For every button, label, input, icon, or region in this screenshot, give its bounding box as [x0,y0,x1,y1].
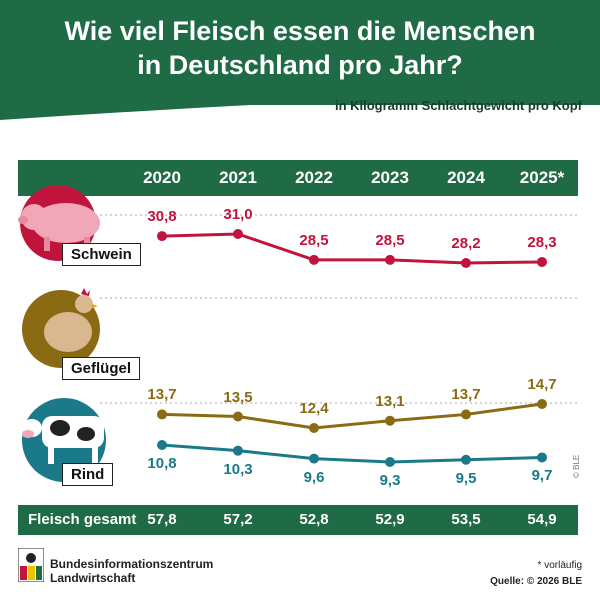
data-point [461,409,471,420]
total-value: 53,5 [451,511,481,528]
footer-source: Quelle: © 2026 BLE [490,576,582,587]
footer-org-line-2: Landwirtschaft [50,571,136,585]
footer-org-line-1: Bundesinformationszentrum [50,557,214,571]
total-value: 52,9 [375,511,405,528]
series-label-gefluegel: Geflügel [62,357,141,380]
data-label: 13,1 [375,392,405,410]
data-label: 30,8 [147,208,177,226]
data-label: 28,3 [527,233,557,251]
data-label: 13,7 [147,386,177,404]
data-label: 13,5 [223,388,253,406]
year-label: 2025* [519,168,565,187]
copyright-text: © BLE [572,454,581,478]
total-label: Fleisch gesamt [28,511,137,528]
header-curve [0,60,600,120]
year-header-bar [18,160,578,196]
data-point [385,254,395,265]
data-label: 12,4 [299,400,329,417]
data-label: 28,5 [375,231,405,249]
data-point [537,399,547,409]
total-value: 57,2 [223,511,253,528]
series-line [161,443,543,464]
data-label: 9,5 [455,469,477,487]
data-label: 10,3 [223,460,253,478]
data-point [233,411,243,422]
year-label: 2024 [447,168,485,187]
footer-note: * vorläufig [537,560,582,571]
data-label: 9,3 [379,472,401,489]
title-line-2: in Deutschland pro Jahr? [137,50,463,80]
data-point [233,229,243,239]
series-label-rind: Rind [62,463,114,486]
total-bar [18,505,578,535]
year-label: 2022 [295,168,333,187]
data-point [309,423,319,433]
data-point [385,457,395,467]
total-value: 57,8 [147,511,177,528]
data-label: 28,5 [299,231,329,249]
series-label-schwein: Schwein [62,243,141,266]
data-point [157,231,167,242]
data-point [157,409,167,420]
pig-icon [18,203,100,251]
data-point [537,256,547,267]
page-title: Wie viel Fleisch essen die Menschen in D… [0,14,600,82]
chicken-icon [44,288,98,352]
data-point [461,454,471,465]
year-label: 2021 [219,168,257,187]
total-value: 52,8 [299,511,329,528]
data-point [537,452,547,463]
data-label: 10,8 [147,455,177,472]
year-label: 2020 [143,168,181,187]
unit-note: in Kilogramm Schlachtgewicht pro Kopf [334,98,582,113]
title-line-1: Wie viel Fleisch essen die Menschen [64,16,536,46]
series-line [161,232,543,265]
total-value: 54,9 [527,511,557,528]
series-line [161,402,543,430]
data-label: 31,0 [223,206,253,223]
data-point [461,258,471,268]
data-point [157,440,167,450]
data-point [309,254,319,265]
cow-icon [22,416,104,464]
data-point [233,445,243,456]
data-label: 13,7 [451,386,481,404]
data-label: 28,2 [451,235,481,252]
data-point [385,415,395,426]
footer-org: Bundesinformationszentrum Landwirtschaft [50,557,213,585]
data-label: 9,6 [303,468,325,486]
data-label: 14,7 [527,376,557,393]
data-point [309,453,319,464]
ble-logo-icon [18,548,44,582]
data-label: 9,7 [531,467,553,485]
year-label: 2023 [371,168,409,187]
